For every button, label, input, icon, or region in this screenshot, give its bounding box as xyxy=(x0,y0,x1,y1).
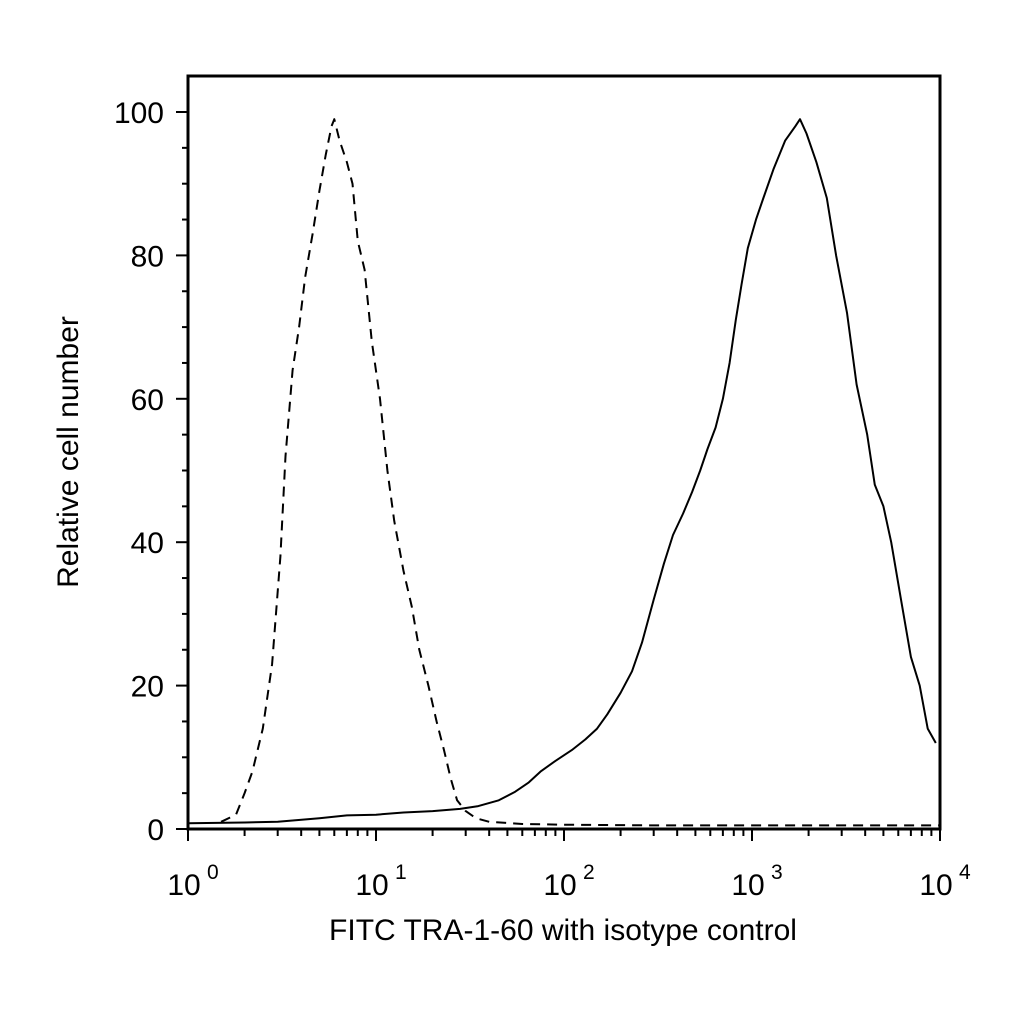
y-tick-label: 60 xyxy=(131,384,164,417)
x-tick-label: 10 xyxy=(731,869,764,902)
x-tick-exponent: 1 xyxy=(395,861,407,884)
x-tick-exponent: 3 xyxy=(771,861,783,884)
y-axis-title: Relative cell number xyxy=(52,316,85,588)
y-tick-label: 40 xyxy=(131,527,164,560)
x-tick-label: 10 xyxy=(167,869,200,902)
x-axis-ticks: 10 0 10 1 10 2 10 3 10 4 xyxy=(167,829,971,902)
y-axis-ticks: 0 20 40 60 80 100 xyxy=(114,97,188,847)
x-axis-title: FITC TRA-1-60 with isotype control xyxy=(329,914,797,947)
plot-frame xyxy=(186,74,942,831)
isotype-control-line xyxy=(220,118,940,827)
x-tick-exponent: 0 xyxy=(207,861,219,884)
x-tick-label: 10 xyxy=(355,869,388,902)
x-tick-exponent: 2 xyxy=(583,861,595,884)
x-tick-label: 10 xyxy=(919,869,952,902)
x-tick-exponent: 4 xyxy=(959,861,971,884)
y-tick-label: 0 xyxy=(147,814,164,847)
stained-sample-line xyxy=(187,118,937,825)
y-tick-label: 20 xyxy=(131,671,164,704)
series-layer xyxy=(187,118,940,827)
y-tick-label: 100 xyxy=(114,97,164,130)
x-tick-label: 10 xyxy=(543,869,576,902)
y-tick-label: 80 xyxy=(131,240,164,273)
